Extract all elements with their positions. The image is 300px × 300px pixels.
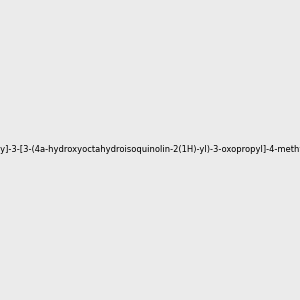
- Text: 7-[(2-chlorobenzyl)oxy]-3-[3-(4a-hydroxyoctahydroisoquinolin-2(1H)-yl)-3-oxoprop: 7-[(2-chlorobenzyl)oxy]-3-[3-(4a-hydroxy…: [0, 146, 300, 154]
